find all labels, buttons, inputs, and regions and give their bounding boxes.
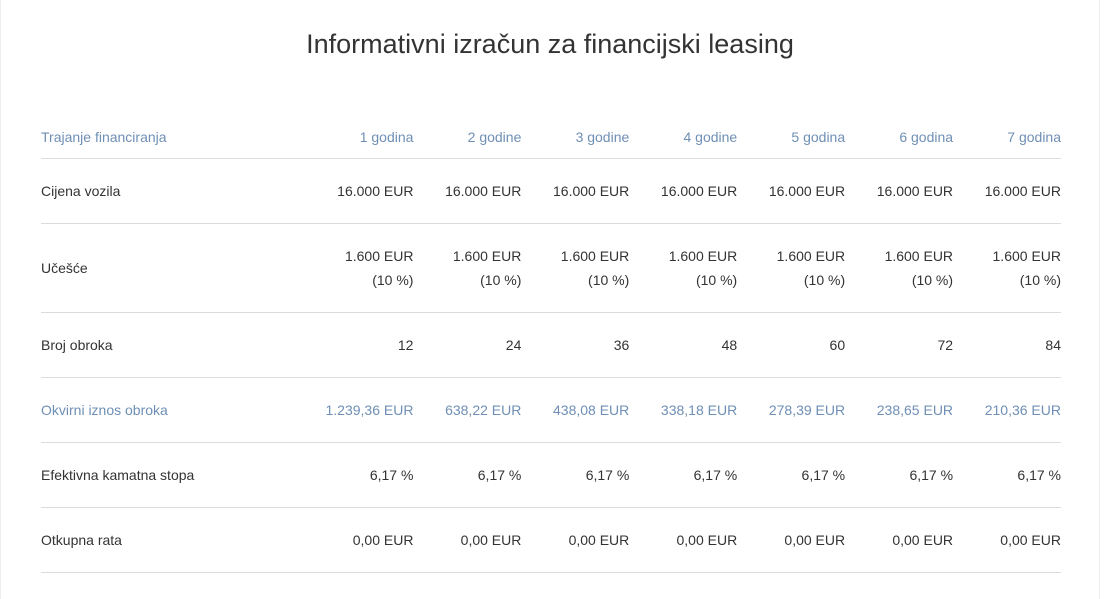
cell-line: 1.600 EUR	[884, 248, 954, 264]
cell: 24	[413, 312, 522, 378]
row-label: Cijena vozila	[41, 158, 289, 224]
cell: 1.600 EUR (10 %)	[953, 223, 1061, 313]
column-header: 1 godina	[289, 116, 414, 159]
cell-line: (10 %)	[1019, 272, 1061, 288]
cell-line: 1.600 EUR	[344, 248, 414, 264]
cell-line: 1.600 EUR	[560, 248, 630, 264]
cell: 1.600 EUR (10 %)	[737, 223, 846, 313]
column-header: 3 godine	[521, 116, 630, 159]
header-row: Trajanje financiranja 1 godina 2 godine 3 g…	[41, 116, 1061, 159]
table-row: Otkupna rata 0,00 EUR 0,00 EUR 0,00 EUR 0,00…	[41, 507, 1061, 573]
cell-line: 1.600 EUR	[776, 248, 846, 264]
cell: 0,00 EUR	[737, 507, 846, 573]
cell: 16.000 EUR	[521, 158, 630, 224]
cell-line: (10 %)	[803, 272, 846, 288]
cell: 438,08 EUR	[521, 377, 630, 443]
cell: 1.600 EUR (10 %)	[845, 223, 954, 313]
column-header: Trajanje financiranja	[41, 116, 289, 159]
cell-line: (10 %)	[372, 272, 414, 288]
cell: 6,17 %	[953, 442, 1061, 508]
cell: 1.600 EUR (10 %)	[521, 223, 630, 313]
cell: 1.600 EUR (10 %)	[413, 223, 522, 313]
cell: 72	[845, 312, 954, 378]
cell: 1.600 EUR (10 %)	[289, 223, 414, 313]
cell-line: (10 %)	[480, 272, 522, 288]
cell: 638,22 EUR	[413, 377, 522, 443]
cell-line: (10 %)	[588, 272, 630, 288]
cell: 6,17 %	[845, 442, 954, 508]
row-label: Broj obroka	[41, 312, 289, 378]
cell: 12	[289, 312, 414, 378]
table-body: Cijena vozila 16.000 EUR 16.000 EUR 16.000 …	[41, 158, 1061, 573]
column-header: 2 godine	[413, 116, 522, 159]
column-header: 4 godine	[629, 116, 738, 159]
cell: 16.000 EUR	[953, 158, 1061, 224]
cell: 6,17 %	[521, 442, 630, 508]
cell: 36	[521, 312, 630, 378]
cell: 60	[737, 312, 846, 378]
leasing-table: Trajanje financiranja 1 godina 2 godine 3 g…	[41, 116, 1061, 573]
row-label: Efektivna kamatna stopa	[41, 442, 289, 508]
cell: 1.239,36 EUR	[289, 377, 414, 443]
cell: 6,17 %	[737, 442, 846, 508]
cell: 338,18 EUR	[629, 377, 738, 443]
cell-line: 1.600 EUR	[992, 248, 1061, 264]
table-row: Okvirni iznos obroka 1.239,36 EUR 638,22 E…	[41, 377, 1061, 443]
cell: 16.000 EUR	[289, 158, 414, 224]
cell: 0,00 EUR	[521, 507, 630, 573]
cell: 210,36 EUR	[953, 377, 1061, 443]
cell-line: (10 %)	[911, 272, 954, 288]
column-header: 6 godina	[845, 116, 954, 159]
table-row: Broj obroka 12 24 36 48 60 72 84	[41, 312, 1061, 378]
cell: 0,00 EUR	[953, 507, 1061, 573]
table-row: Efektivna kamatna stopa 6,17 % 6,17 % 6,17 …	[41, 442, 1061, 508]
cell: 16.000 EUR	[629, 158, 738, 224]
cell-line: 1.600 EUR	[452, 248, 522, 264]
title: Informativni izračun za financijski leas…	[306, 29, 794, 59]
cell: 48	[629, 312, 738, 378]
row-label: Učešće	[41, 223, 289, 313]
cell: 16.000 EUR	[413, 158, 522, 224]
cell: 238,65 EUR	[845, 377, 954, 443]
cell: 278,39 EUR	[737, 377, 846, 443]
cell: 1.600 EUR (10 %)	[629, 223, 738, 313]
cell-line: 1.600 EUR	[668, 248, 738, 264]
cell: 16.000 EUR	[845, 158, 954, 224]
table-head: Trajanje financiranja 1 godina 2 godine 3 g…	[41, 116, 1061, 159]
cell-line: (10 %)	[695, 272, 738, 288]
cell: 6,17 %	[629, 442, 738, 508]
cell: 0,00 EUR	[289, 507, 414, 573]
table-row: Cijena vozila 16.000 EUR 16.000 EUR 16.000 …	[41, 158, 1061, 224]
cell: 84	[953, 312, 1061, 378]
cell: 0,00 EUR	[845, 507, 954, 573]
column-header: 7 godina	[953, 116, 1061, 159]
cell: 6,17 %	[289, 442, 414, 508]
cell: 0,00 EUR	[629, 507, 738, 573]
cell: 0,00 EUR	[413, 507, 522, 573]
table-row: Učešće 1.600 EUR (10 %) 1.600 EUR (10 %) 1.60…	[41, 223, 1061, 313]
column-header: 5 godina	[737, 116, 846, 159]
cell: 6,17 %	[413, 442, 522, 508]
cell: 16.000 EUR	[737, 158, 846, 224]
row-label: Otkupna rata	[41, 507, 289, 573]
row-label: Okvirni iznos obroka	[41, 377, 289, 443]
